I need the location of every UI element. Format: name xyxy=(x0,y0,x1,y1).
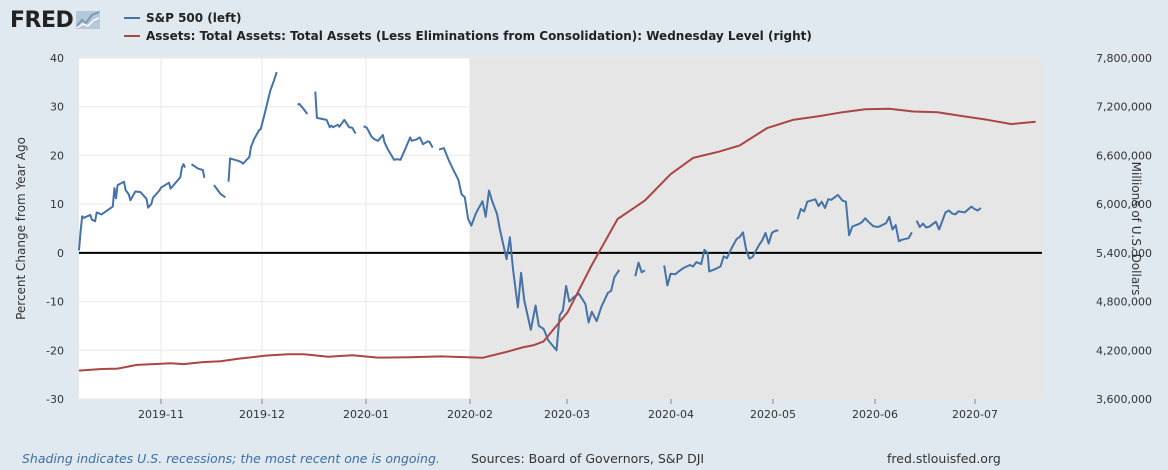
x-tick-label: 2020-03 xyxy=(544,408,590,421)
sp500-line-segment-4 xyxy=(297,102,309,115)
sp500-line-segment-6 xyxy=(363,125,434,161)
legend-label-total-assets: Assets: Total Assets: Total Assets (Less… xyxy=(146,29,812,43)
y-right-tick-label: 6,000,000 xyxy=(1096,198,1152,211)
y-left-tick-label: 10 xyxy=(50,198,64,211)
x-tick-label: 2020-04 xyxy=(648,408,694,421)
y-right-tick-label: 4,200,000 xyxy=(1096,344,1152,357)
x-tick-label: 2020-05 xyxy=(750,408,796,421)
sp500-line-segment-9 xyxy=(663,229,779,287)
x-tick-label: 2019-12 xyxy=(239,408,285,421)
sp500-line-segment-7 xyxy=(438,147,621,352)
sp500-line-segment-11 xyxy=(915,205,982,231)
y-left-tick-label: 20 xyxy=(50,149,64,162)
y-right-tick-label: 4,800,000 xyxy=(1096,296,1152,309)
y-left-tick-label: 0 xyxy=(57,247,64,260)
x-tick-label: 2020-01 xyxy=(343,408,389,421)
y-left-axis-title: Percent Change from Year Ago xyxy=(14,137,28,320)
x-tick-label: 2020-02 xyxy=(447,408,493,421)
legend-label-sp500: S&P 500 (left) xyxy=(146,11,242,25)
sp500-line-segment-8 xyxy=(634,261,646,277)
legend-item-sp500[interactable]: S&P 500 (left) xyxy=(124,9,812,27)
y-right-tick-label: 7,200,000 xyxy=(1096,101,1152,114)
fred-logo[interactable]: FRED xyxy=(10,8,101,33)
x-tick-label: 2020-07 xyxy=(952,408,998,421)
y-right-axis-title: Millions of U.S. Dollars xyxy=(1129,162,1143,296)
sp500-line-segment-2 xyxy=(213,184,226,199)
recession-shading-overlay xyxy=(470,58,1042,399)
y-right-tick-label: 5,400,000 xyxy=(1096,247,1152,260)
y-left-tick-label: -30 xyxy=(46,393,64,406)
recession-note: Shading indicates U.S. recessions; the m… xyxy=(22,451,440,466)
logo-text: FRED xyxy=(10,8,74,33)
chart-legend: S&P 500 (left) Assets: Total Assets: Tot… xyxy=(124,9,812,45)
legend-swatch-sp500 xyxy=(124,17,140,19)
legend-swatch-total-assets xyxy=(124,35,140,37)
sp500-line-segment-10 xyxy=(796,193,913,243)
sp500-line-segment-5 xyxy=(314,91,357,134)
sources-text: Sources: Board of Governors, S&P DJI xyxy=(471,451,705,466)
total-assets-line xyxy=(78,107,1036,372)
chart-line-icon xyxy=(76,9,101,33)
fred-url-link[interactable]: fred.stlouisfed.org xyxy=(887,451,1001,466)
sp500-line-segment-1 xyxy=(190,163,206,179)
y-right-tick-label: 7,800,000 xyxy=(1096,52,1152,65)
x-tick-label: 2019-11 xyxy=(138,408,184,421)
sp500-line-segment-0 xyxy=(78,163,187,251)
legend-item-total-assets[interactable]: Assets: Total Assets: Total Assets (Less… xyxy=(124,27,812,45)
y-right-tick-label: 6,600,000 xyxy=(1096,149,1152,162)
y-right-tick-label: 3,600,000 xyxy=(1096,393,1152,406)
y-left-tick-label: -10 xyxy=(46,296,64,309)
y-left-tick-label: 40 xyxy=(50,52,64,65)
sp500-line-segment-3 xyxy=(227,71,278,182)
x-tick-label: 2020-06 xyxy=(852,408,898,421)
y-left-tick-label: 30 xyxy=(50,101,64,114)
y-left-tick-label: -20 xyxy=(46,344,64,357)
